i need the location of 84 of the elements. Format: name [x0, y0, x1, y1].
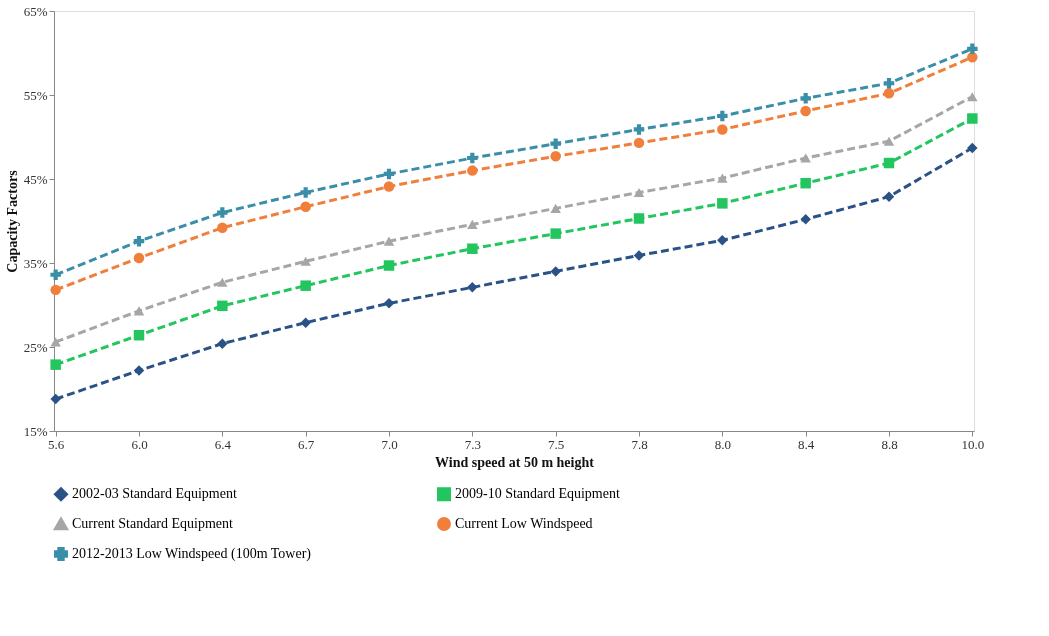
- point: [467, 243, 478, 254]
- point: [300, 201, 311, 212]
- point: [217, 222, 228, 233]
- x-tick-label: 7.3: [464, 436, 481, 452]
- point: [717, 110, 728, 122]
- point: [133, 330, 145, 341]
- point: [883, 191, 895, 202]
- point: [550, 151, 561, 162]
- legend-label: Current Standard Equipment: [72, 516, 234, 531]
- point: [383, 181, 395, 192]
- point: [883, 88, 895, 99]
- point: [133, 252, 145, 264]
- x-tick-label: 7.5: [548, 436, 565, 452]
- point: [633, 250, 645, 261]
- point: [50, 269, 61, 280]
- point: [217, 207, 228, 218]
- point: [717, 198, 728, 209]
- point: [633, 137, 645, 149]
- point: [633, 187, 645, 197]
- point: [50, 284, 61, 296]
- point: [383, 236, 395, 246]
- y-tick-label: 55%: [23, 87, 48, 103]
- y-axis-title: Capacity Factors: [4, 169, 20, 273]
- x-tick-label: 7.8: [631, 436, 648, 452]
- point: [883, 136, 895, 146]
- x-tick-label: 6.0: [131, 436, 148, 452]
- point: [50, 337, 61, 347]
- legend-label: 2012-2013 Low Windspeed (100m Tower): [72, 546, 312, 562]
- x-tick-label: 8.4: [798, 436, 815, 452]
- point: [800, 153, 811, 163]
- point: [217, 300, 228, 312]
- point: [133, 306, 145, 316]
- legend-label: Current Low Windspeed: [455, 516, 593, 531]
- point: [633, 124, 645, 135]
- point: [467, 219, 478, 229]
- point: [300, 280, 311, 291]
- point: [300, 317, 311, 328]
- point: [550, 228, 561, 239]
- point: [217, 277, 228, 287]
- point: [800, 177, 811, 189]
- point: [800, 93, 811, 104]
- x-tick-label: 7.0: [381, 436, 398, 452]
- y-tick-label: 35%: [23, 255, 48, 271]
- point: [467, 282, 478, 293]
- y-tick-label: 65%: [23, 3, 48, 19]
- point: [133, 235, 145, 247]
- point: [467, 165, 478, 176]
- y-tick-label: 45%: [23, 171, 48, 187]
- point: [967, 43, 978, 55]
- point: [383, 298, 395, 309]
- point: [717, 124, 728, 135]
- x-tick-label: 6.4: [214, 436, 232, 452]
- point: [633, 213, 645, 224]
- x-tick-label: 8.8: [881, 436, 898, 452]
- point: [550, 203, 561, 213]
- point: [883, 157, 895, 169]
- x-tick-label: 6.7: [298, 436, 315, 452]
- point: [800, 105, 811, 117]
- point: [50, 359, 61, 370]
- legend-label: 2002-03 Standard Equipment: [72, 486, 237, 502]
- point: [967, 142, 978, 154]
- point: [383, 168, 395, 180]
- y-tick-label: 15%: [23, 423, 48, 439]
- point: [383, 260, 395, 271]
- x-tick-label: 10.0: [961, 436, 985, 452]
- point: [550, 138, 561, 149]
- point: [300, 187, 311, 198]
- point: [300, 256, 311, 266]
- point: [967, 92, 978, 102]
- point: [800, 214, 811, 225]
- point: [133, 365, 145, 376]
- point: [883, 78, 895, 89]
- legend-label: 2009-10 Standard Equipment: [455, 486, 620, 502]
- x-axis-title: Wind speed at 50 m height: [435, 454, 595, 470]
- point: [50, 393, 61, 405]
- x-tick-label: 5.6: [48, 436, 65, 452]
- y-tick-label: 25%: [23, 339, 48, 355]
- point: [217, 338, 228, 349]
- point: [717, 173, 728, 183]
- point: [717, 235, 728, 246]
- x-tick-label: 8.0: [714, 436, 731, 452]
- point: [550, 266, 561, 277]
- point: [967, 113, 978, 124]
- point: [467, 152, 478, 164]
